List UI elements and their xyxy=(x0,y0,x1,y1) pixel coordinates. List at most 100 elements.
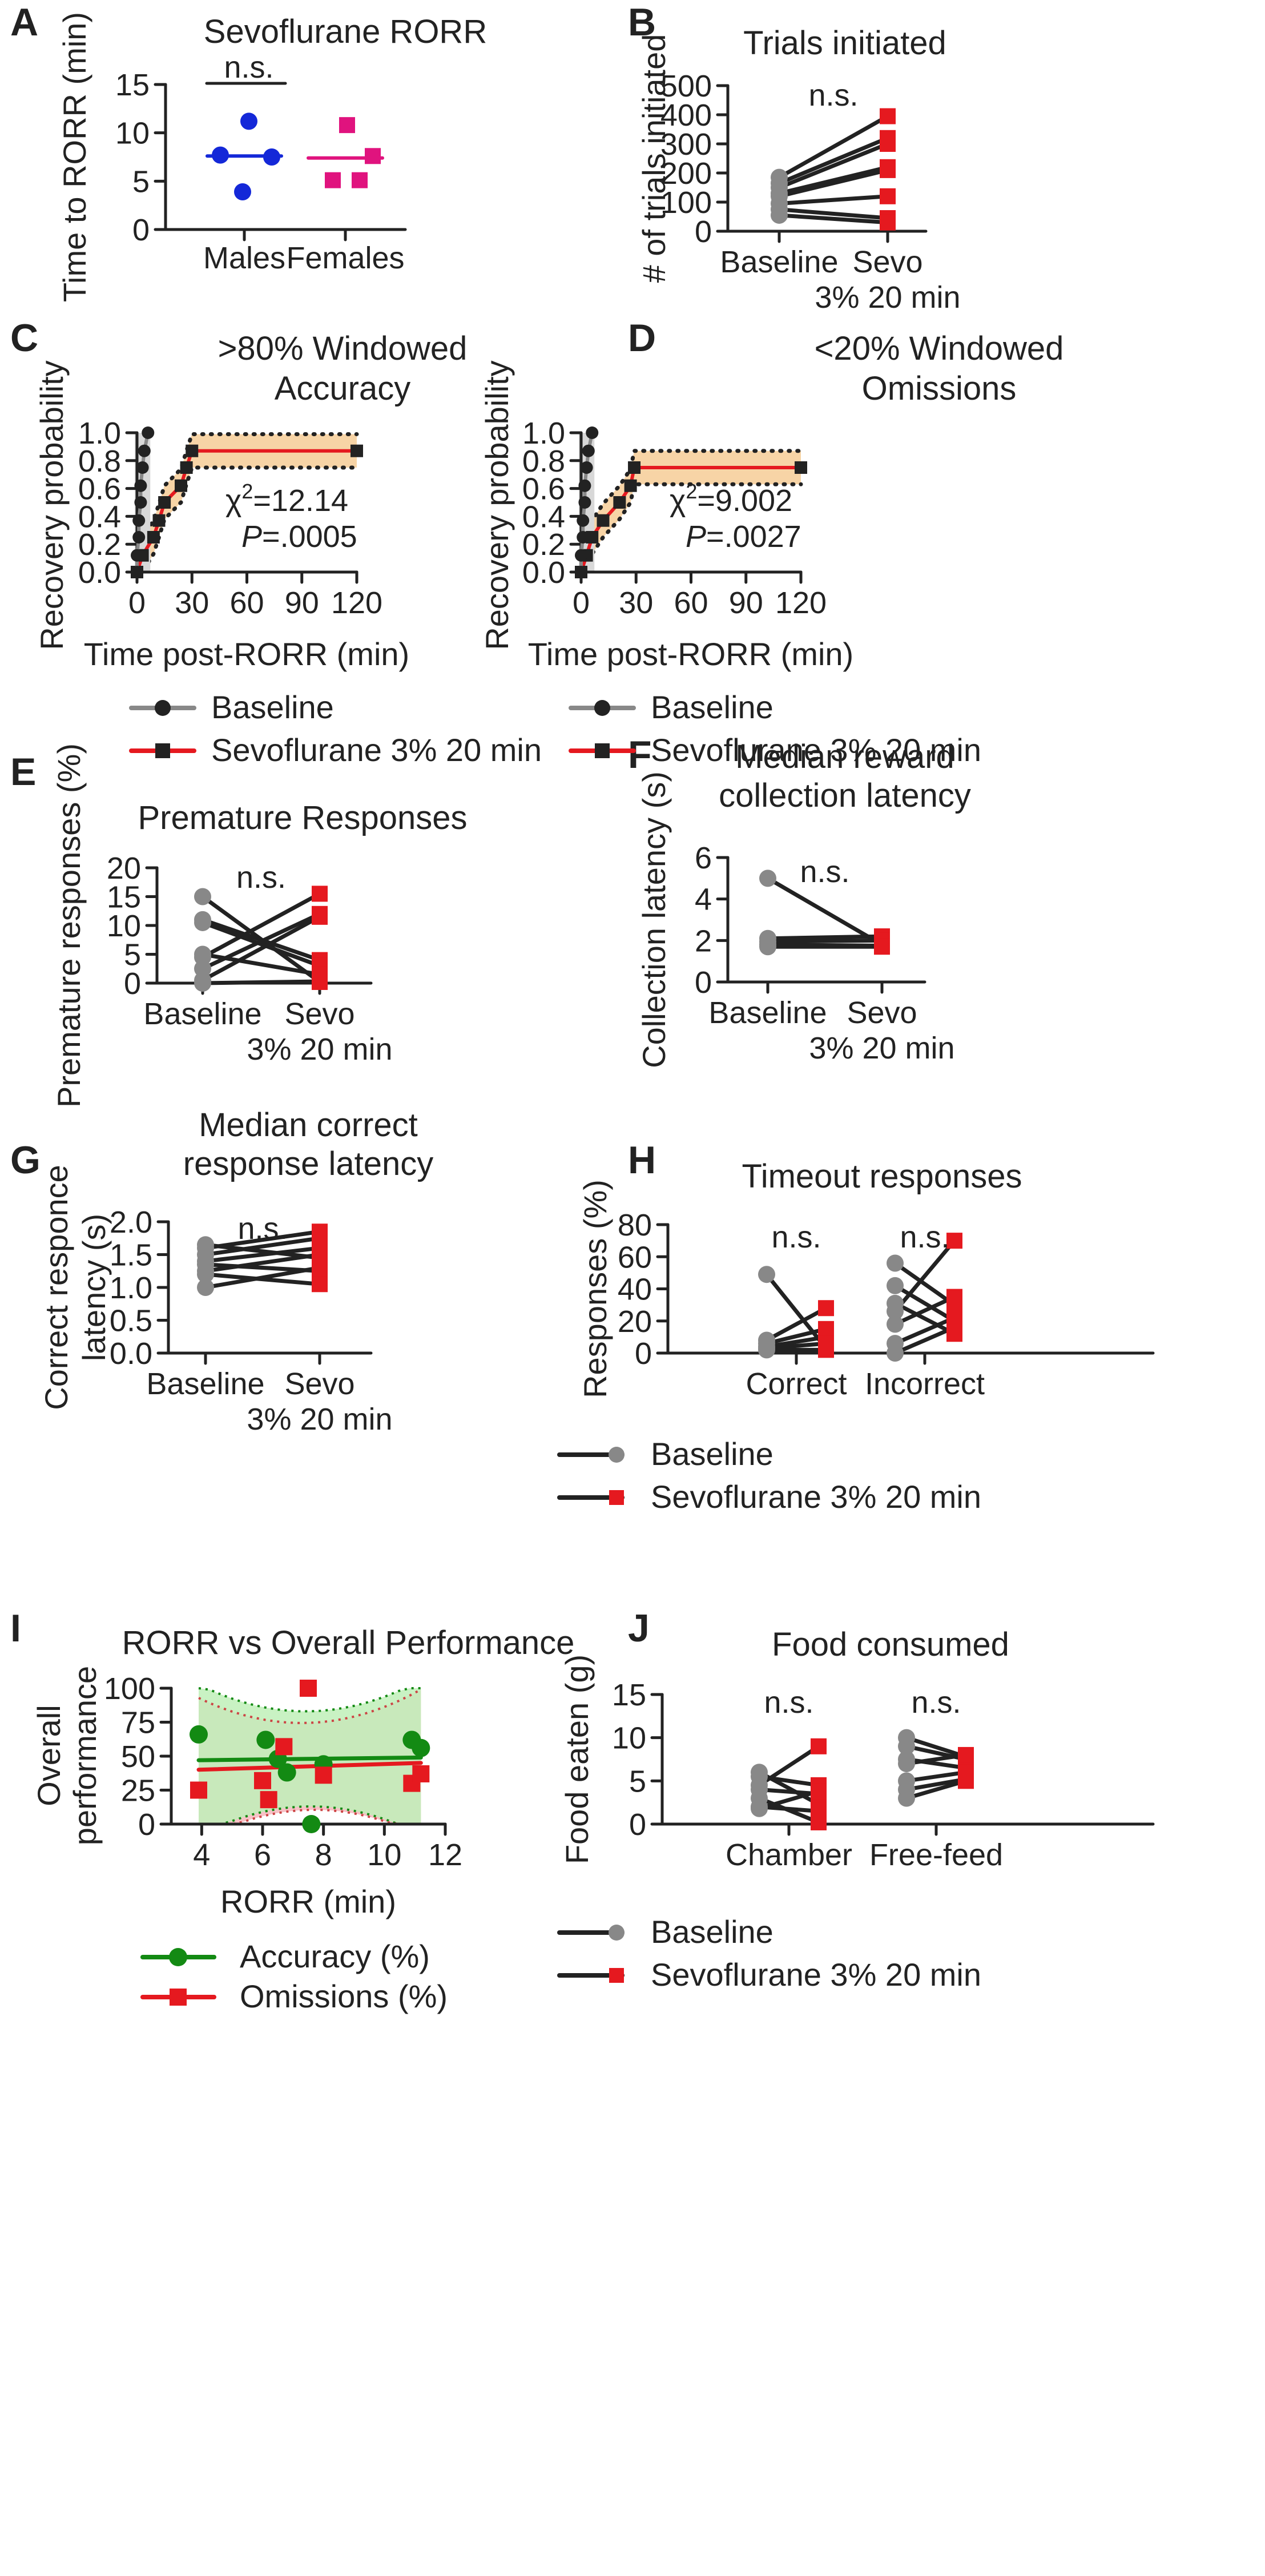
data-point-baseline xyxy=(759,870,776,887)
legend-marker-baseline xyxy=(155,700,171,716)
x-axis-label: Time post-RORR (min) xyxy=(84,636,409,672)
x-tick-label: Sevo xyxy=(852,245,922,279)
paired-line xyxy=(203,1229,322,1250)
paired-line xyxy=(764,1272,828,1351)
p-symbol: P xyxy=(686,520,706,554)
legend-marker-accuracy xyxy=(169,1948,187,1966)
y-tick-label: 0.4 xyxy=(522,500,565,534)
p-value: =.0005 xyxy=(262,520,357,554)
data-point-baseline xyxy=(194,888,211,905)
data-point-baseline xyxy=(578,479,591,492)
x-tick-label: 30 xyxy=(175,586,209,620)
y-tick-label: 15 xyxy=(612,1678,646,1712)
data-point-baseline xyxy=(751,1800,768,1817)
panel-label: E xyxy=(10,750,36,794)
data-point-males xyxy=(263,148,280,166)
y-tick-label: 80 xyxy=(618,1208,652,1242)
y-tick-label: 5 xyxy=(132,164,150,199)
legend-label-sevo: Sevoflurane 3% 20 min xyxy=(651,1479,981,1515)
paired-line xyxy=(893,1261,957,1307)
x-tick-label: Baseline xyxy=(143,997,261,1031)
p-symbol: P xyxy=(241,520,262,554)
data-point-sevo xyxy=(312,908,328,925)
x-tick-label: Chamber xyxy=(726,1838,852,1872)
y-tick-label: 0.0 xyxy=(110,1337,152,1371)
x-tick-label: Sevo xyxy=(847,996,917,1030)
data-point-accuracy xyxy=(412,1738,430,1757)
paired-line xyxy=(893,1283,957,1323)
data-point-sevo xyxy=(312,886,328,902)
y-tick-label: 75 xyxy=(121,1706,155,1740)
x-axis-label: RORR (min) xyxy=(220,1883,396,1919)
data-point-omissions xyxy=(300,1680,317,1697)
x-tick-label: Baseline xyxy=(720,245,838,279)
y-tick-label: 0.0 xyxy=(78,556,121,590)
x-tick-label: Baseline xyxy=(708,996,827,1030)
paired-line xyxy=(203,1253,322,1273)
y-tick-label: 50 xyxy=(121,1740,155,1774)
data-point-omissions xyxy=(412,1765,430,1782)
data-point-baseline xyxy=(194,913,211,931)
y-tick-label: 0.4 xyxy=(78,500,121,534)
y-axis-label: # of trials initiated xyxy=(636,34,672,283)
data-point-baseline xyxy=(898,1755,915,1773)
y-tick-label: 0 xyxy=(132,213,150,247)
y-tick-label: 0 xyxy=(629,1808,646,1842)
chart-title-line2: collection latency xyxy=(719,777,971,814)
legend-label-baseline: Baseline xyxy=(651,689,773,725)
data-point-sevo xyxy=(147,531,160,544)
legend-label-sevo: Sevoflurane 3% 20 min xyxy=(651,732,981,768)
confidence-band-accuracy xyxy=(199,1688,421,1824)
paired-line xyxy=(893,1315,957,1346)
y-tick-label: 100 xyxy=(660,186,712,220)
x-tick-label: 12 xyxy=(428,1838,462,1872)
x-tick-label: 60 xyxy=(674,586,708,620)
x-tick-label: 90 xyxy=(285,586,319,620)
data-point-baseline xyxy=(887,1302,904,1320)
paired-line xyxy=(904,1770,968,1783)
data-point-sevo xyxy=(818,1300,834,1317)
significance-label: n.s. xyxy=(764,1685,813,1720)
significance-label: n.s. xyxy=(236,860,286,895)
paired-line xyxy=(777,213,890,225)
x-tick-sublabel: 3% 20 min xyxy=(247,1032,392,1066)
y-tick-label: 400 xyxy=(660,98,712,132)
significance-label: n.s. xyxy=(237,1211,287,1246)
y-tick-label: 0 xyxy=(695,965,712,1000)
data-point-omissions xyxy=(315,1766,332,1784)
data-point-sevo xyxy=(880,136,896,152)
data-point-sevo xyxy=(312,1259,328,1276)
data-point-omissions xyxy=(254,1772,271,1789)
data-point-baseline xyxy=(575,566,587,578)
data-point-males xyxy=(212,146,229,164)
data-point-sevo xyxy=(880,214,896,231)
x-tick-label: Females xyxy=(286,241,404,275)
y-axis-label-line2: performance xyxy=(67,1666,103,1845)
y-tick-label: 60 xyxy=(618,1240,652,1274)
paired-line xyxy=(200,912,322,971)
y-axis-label: Correct responce xyxy=(38,1165,74,1410)
data-point-baseline xyxy=(887,1315,904,1333)
panel-label: J xyxy=(628,1607,650,1650)
y-tick-label: 500 xyxy=(660,69,712,103)
paired-line xyxy=(203,1236,322,1257)
data-point-sevo xyxy=(946,1289,962,1305)
y-axis-label: Recovery probability xyxy=(34,360,70,650)
panel-label: A xyxy=(10,1,38,44)
y-tick-label: 0.2 xyxy=(522,528,565,562)
data-point-sevo xyxy=(795,461,807,474)
y-tick-label: 10 xyxy=(612,1721,646,1756)
significance-label: n.s. xyxy=(900,1220,949,1254)
x-tick-label: 4 xyxy=(193,1838,210,1872)
data-point-sevo xyxy=(818,1342,834,1358)
paired-line xyxy=(200,920,322,968)
paired-line xyxy=(764,1306,828,1342)
data-point-omissions xyxy=(275,1738,293,1756)
data-point-sevo xyxy=(186,444,199,457)
panel-label: H xyxy=(628,1138,656,1182)
significance-label: n.s. xyxy=(224,50,273,84)
data-point-baseline xyxy=(197,1279,214,1296)
legend-label-baseline: Baseline xyxy=(651,1436,773,1472)
data-point-accuracy xyxy=(190,1725,208,1744)
data-point-baseline xyxy=(194,975,211,992)
